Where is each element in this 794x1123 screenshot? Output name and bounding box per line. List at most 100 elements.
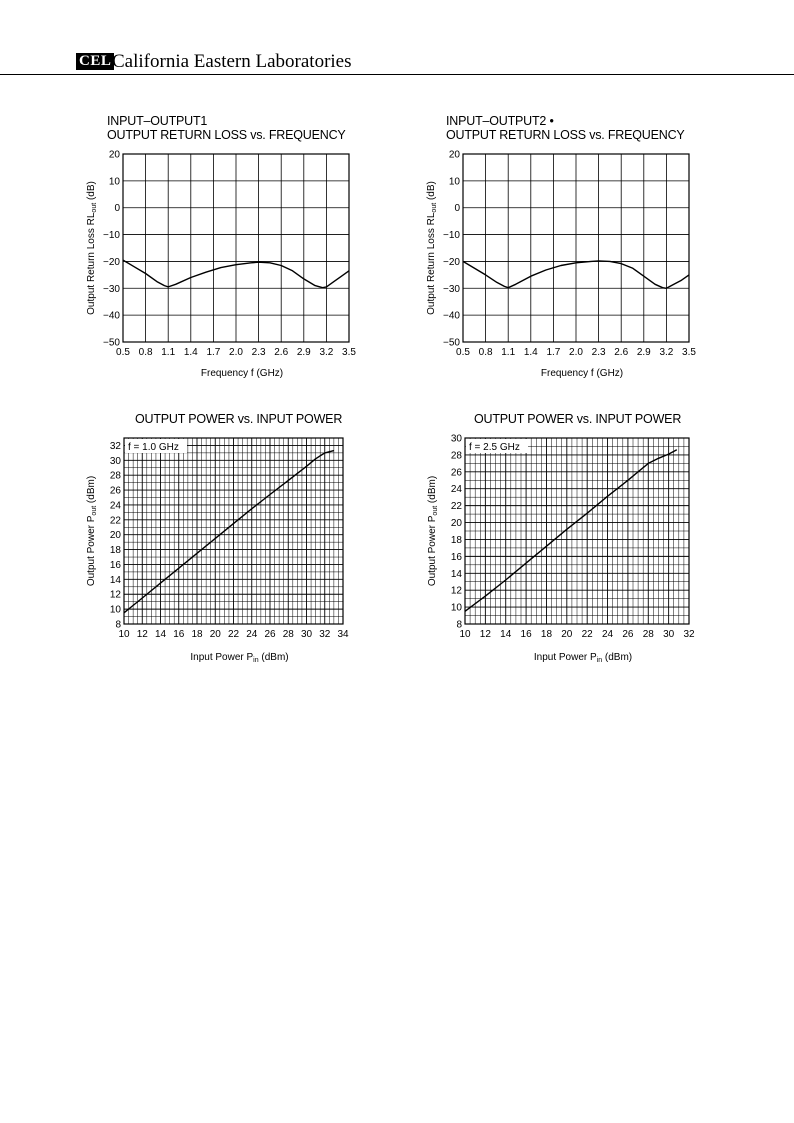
- header-rule: [0, 74, 794, 75]
- plot-frame: [464, 437, 690, 625]
- x-tick-label: 14: [155, 629, 167, 640]
- x-tick-label: 18: [191, 629, 203, 640]
- y-tick-label: 8: [115, 620, 121, 631]
- company-name: California Eastern Laboratories: [112, 51, 352, 72]
- x-tick-label: 0.5: [116, 347, 130, 358]
- grid: [123, 437, 344, 625]
- x-tick-label: 22: [582, 629, 594, 640]
- x-tick-label: 1.1: [161, 347, 175, 358]
- x-tick-label: 1.1: [501, 347, 515, 358]
- y-tick-label: 24: [110, 500, 122, 511]
- x-tick-label: 1.4: [184, 347, 198, 358]
- x-tick-label: 14: [500, 629, 512, 640]
- x-tick-label: 32: [683, 629, 695, 640]
- y-tick-label: 12: [451, 586, 463, 597]
- x-tick-label: 3.2: [659, 347, 673, 358]
- y-tick-label: 14: [110, 575, 122, 586]
- y-tick-label: 20: [449, 150, 461, 161]
- y-tick-label: 16: [451, 552, 463, 563]
- x-tick-label: 12: [137, 629, 149, 640]
- y-tick-label: −50: [103, 338, 120, 349]
- y-axis-label: Output Power Pout (dBm): [427, 476, 439, 586]
- y-tick-label: 0: [454, 203, 460, 214]
- chart2-title-line1: INPUT–OUTPUT2 •: [446, 114, 554, 128]
- x-tick-label: 10: [459, 629, 471, 640]
- chart1-title-line2: OUTPUT RETURN LOSS vs. FREQUENCY: [107, 128, 346, 142]
- series-line: [123, 449, 335, 614]
- x-axis-label: Frequency f (GHz): [201, 368, 283, 379]
- chart4-title: OUTPUT POWER vs. INPUT POWER: [474, 412, 682, 426]
- x-tick-label: 32: [319, 629, 331, 640]
- y-tick-label: 10: [449, 176, 461, 187]
- y-tick-label: −50: [443, 338, 460, 349]
- y-tick-label: 18: [110, 545, 122, 556]
- annotation-bg: [466, 439, 528, 453]
- x-tick-label: 0.5: [456, 347, 470, 358]
- y-tick-label: −40: [443, 311, 460, 322]
- x-tick-label: 0.8: [139, 347, 153, 358]
- y-tick-label: 20: [451, 518, 463, 529]
- plot-frame: [122, 153, 350, 343]
- chart2-title-line2: OUTPUT RETURN LOSS vs. FREQUENCY: [446, 128, 685, 142]
- x-tick-label: 1.4: [524, 347, 538, 358]
- x-tick-label: 3.5: [342, 347, 356, 358]
- y-tick-label: 18: [451, 535, 463, 546]
- annotation-bg: [125, 439, 187, 453]
- x-tick-label: 1.7: [206, 347, 220, 358]
- y-tick-label: 28: [110, 471, 122, 482]
- y-tick-label: 8: [456, 620, 462, 631]
- y-tick-label: 10: [451, 603, 463, 614]
- x-axis-label: Input Power Pin (dBm): [190, 652, 288, 664]
- series-line: [122, 259, 350, 289]
- x-tick-label: 2.0: [229, 347, 243, 358]
- y-tick-label: −20: [103, 257, 120, 268]
- chart3-title: OUTPUT POWER vs. INPUT POWER: [135, 412, 343, 426]
- y-tick-label: 12: [110, 590, 122, 601]
- x-tick-label: 2.9: [297, 347, 311, 358]
- y-tick-label: 30: [451, 434, 463, 445]
- chart1-title-line1: INPUT–OUTPUT1: [107, 114, 208, 128]
- y-axis-label: Output Power Pout (dBm): [86, 476, 98, 586]
- y-tick-label: 30: [110, 456, 122, 467]
- series-line: [462, 260, 690, 289]
- x-tick-label: 1.7: [546, 347, 560, 358]
- y-tick-label: −40: [103, 311, 120, 322]
- x-tick-label: 30: [663, 629, 675, 640]
- x-tick-label: 3.2: [319, 347, 333, 358]
- y-axis-label: Output Return Loss RLout (dB): [426, 181, 438, 315]
- y-tick-label: 16: [110, 560, 122, 571]
- y-tick-label: 0: [114, 203, 120, 214]
- y-tick-label: −30: [443, 284, 460, 295]
- y-tick-label: −20: [443, 257, 460, 268]
- y-tick-label: 22: [451, 501, 463, 512]
- chart-2: 0.5 0.8 1.1 1.4 1.7 2.0 2.3 2.6 2.9 3.2 3.5 20 10 0 −1…: [426, 150, 696, 380]
- x-tick-label: 2.3: [592, 347, 606, 358]
- x-tick-label: 2.9: [637, 347, 651, 358]
- y-tick-label: 14: [451, 569, 463, 580]
- chart-4: 10 12 14 16 18 20 22 24 26 28 30 32 30 28 26 24 22 20 18 16…: [427, 434, 695, 665]
- x-tick-label: 16: [521, 629, 533, 640]
- y-tick-label: −30: [103, 284, 120, 295]
- y-tick-label: 28: [451, 450, 463, 461]
- y-axis-label: Output Return Loss RLout (dB): [86, 181, 98, 315]
- chart-1: 0.5 0.8 1.1 1.4 1.7 2.0 2.3 2.6 2.9 3.2 3.5 20 10 0 −1…: [86, 150, 356, 380]
- x-tick-label: 20: [561, 629, 573, 640]
- y-tick-label: 10: [110, 605, 122, 616]
- y-tick-label: 26: [451, 467, 463, 478]
- y-tick-label: −10: [103, 230, 120, 241]
- plot-frame: [123, 437, 344, 625]
- x-tick-label: 20: [210, 629, 222, 640]
- page-header: CEL California Eastern Laboratories: [0, 0, 794, 76]
- x-tick-label: 22: [228, 629, 240, 640]
- x-tick-label: 0.8: [479, 347, 493, 358]
- y-tick-label: 20: [109, 150, 121, 161]
- x-tick-label: 28: [283, 629, 295, 640]
- x-tick-label: 2.0: [569, 347, 583, 358]
- x-tick-label: 24: [602, 629, 614, 640]
- chart-3: 10 12 14 16 18 20 22 24 26 28 30 32 34 32 30 28 26 24 22 20…: [86, 437, 349, 664]
- y-tick-label: 26: [110, 486, 122, 497]
- frequency-annotation: f = 2.5 GHz: [469, 442, 520, 453]
- x-tick-label: 26: [622, 629, 634, 640]
- x-tick-label: 24: [246, 629, 258, 640]
